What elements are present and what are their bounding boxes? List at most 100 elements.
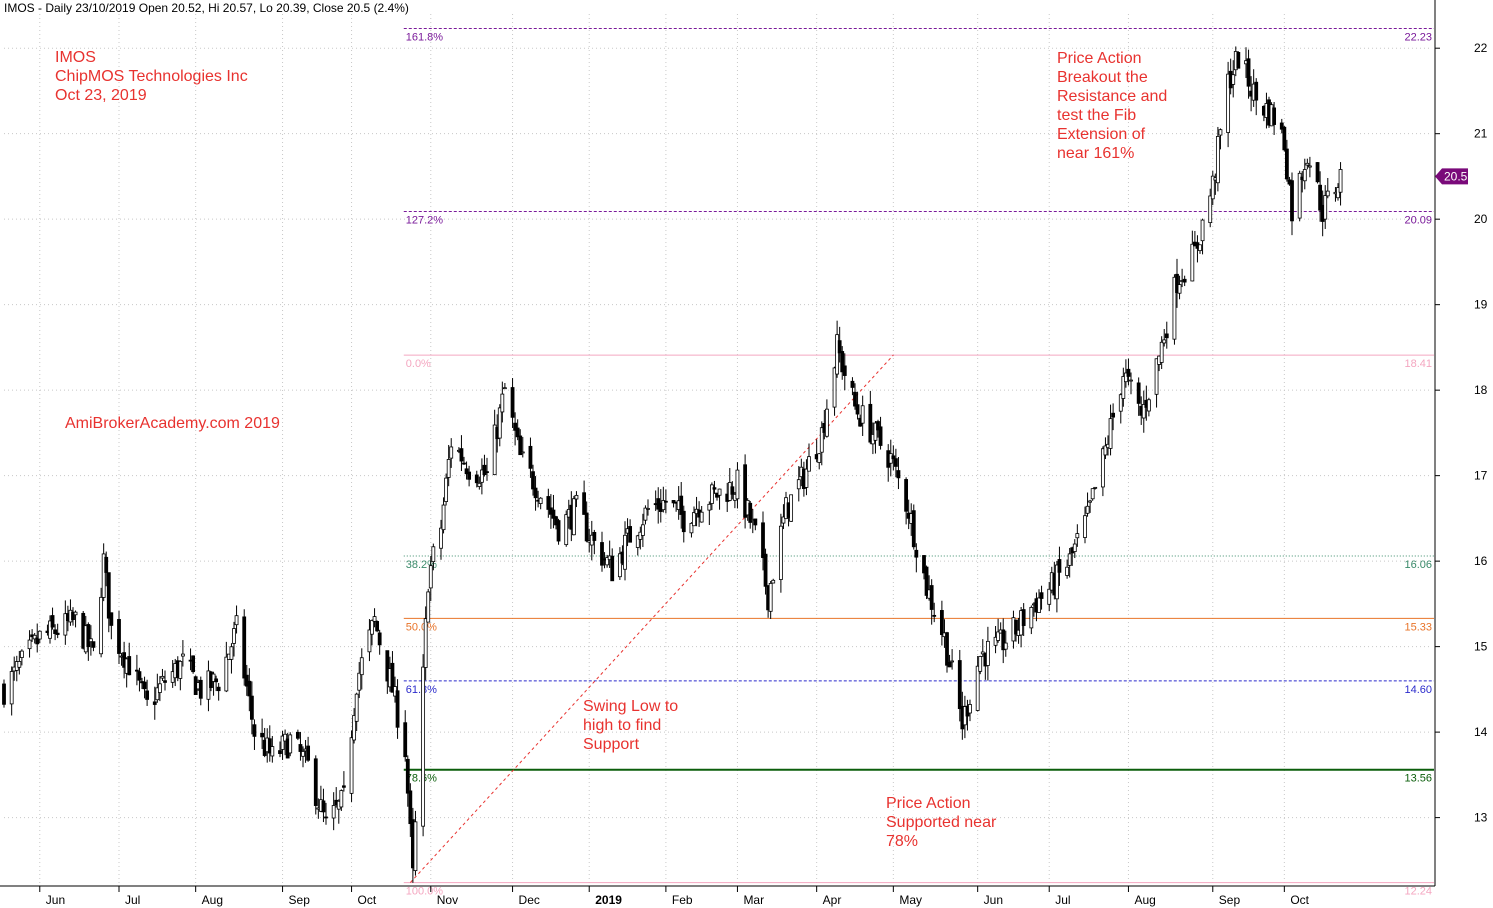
candle-body <box>1279 122 1284 130</box>
fib-price: 14.60 <box>1404 684 1432 696</box>
x-tick-label: Sep <box>1219 893 1241 907</box>
candle-body <box>1103 445 1108 456</box>
candle-body <box>73 611 78 616</box>
candle-body <box>850 380 855 388</box>
y-tick-label: 13 <box>1474 811 1488 825</box>
candle-body <box>929 585 934 610</box>
candle-body <box>1231 74 1236 85</box>
candle-body <box>689 522 694 534</box>
candle-body <box>574 494 579 500</box>
candle-body <box>546 496 551 510</box>
candle-body <box>367 629 372 653</box>
candle-body <box>712 487 717 490</box>
candle-body <box>978 656 983 672</box>
candle-body <box>474 474 479 484</box>
x-tick-label: Feb <box>672 893 693 907</box>
price-tag <box>1435 168 1468 185</box>
candle-body <box>584 512 589 542</box>
fib-label: 50.0% <box>406 621 437 633</box>
candle-body <box>924 566 929 596</box>
x-tick-label: Jun <box>46 893 65 907</box>
candle-body <box>163 680 167 683</box>
candle-body <box>267 738 272 754</box>
candle-body <box>1338 169 1343 193</box>
candle-body <box>661 500 666 511</box>
candle-body <box>99 596 104 655</box>
candle-body <box>1302 169 1307 182</box>
y-tick-label: 22 <box>1474 41 1488 55</box>
candle-body <box>1198 244 1202 252</box>
candle-body <box>298 744 303 752</box>
candle-body <box>37 630 42 640</box>
supported-annotation: Price Action Supported near 78% <box>886 795 997 850</box>
candle-body <box>510 387 515 418</box>
candle-body <box>1154 358 1159 395</box>
candle-body <box>699 511 704 523</box>
candle-body <box>975 665 980 711</box>
candle-body <box>873 422 878 441</box>
candle-body <box>479 469 484 483</box>
candle-body <box>707 503 712 511</box>
candle-body <box>980 651 985 655</box>
candle-body <box>48 620 52 639</box>
candle-body <box>878 426 883 446</box>
candle-body <box>444 477 449 502</box>
fib-label: 161.8% <box>406 32 444 44</box>
candle-body <box>1272 107 1277 125</box>
candle-body <box>1305 162 1310 166</box>
candle-body <box>439 527 443 549</box>
candle-body <box>63 613 68 636</box>
candle-body <box>301 751 305 757</box>
candle-body <box>482 464 487 476</box>
candle-body <box>842 365 847 376</box>
x-tick-label: Jul <box>1055 893 1070 907</box>
candle-body <box>768 583 773 612</box>
candle-body <box>1108 418 1113 449</box>
candle-body <box>377 632 382 646</box>
candle-body <box>819 427 824 453</box>
candle-body <box>1323 195 1328 220</box>
fib-price: 15.33 <box>1404 621 1432 633</box>
candle-body <box>354 693 359 722</box>
candle-body <box>531 471 535 490</box>
candle-body <box>431 546 436 563</box>
candle-body <box>1047 588 1052 605</box>
candle-body <box>53 629 58 634</box>
candle-body <box>1315 162 1320 183</box>
y-tick-label: 17 <box>1474 469 1488 483</box>
candle-body <box>855 404 860 415</box>
x-tick-label: May <box>899 893 922 907</box>
fib-price: 22.23 <box>1404 32 1432 44</box>
candle-body <box>385 650 390 682</box>
candle-body <box>671 500 676 504</box>
x-tick-label: 2019 <box>595 893 622 907</box>
x-tick-label: Jun <box>984 893 1003 907</box>
candle-body <box>372 616 377 622</box>
candle-body <box>993 636 998 646</box>
candle-body <box>922 555 926 574</box>
candle-body <box>679 495 684 515</box>
candle-body <box>860 405 865 424</box>
candle-body <box>464 468 469 475</box>
candle-body <box>617 553 622 578</box>
candle-body <box>1085 505 1090 514</box>
fib-price: 13.56 <box>1404 773 1432 785</box>
candle-body <box>306 745 311 761</box>
candle-body <box>423 618 428 668</box>
candle-body <box>1090 488 1095 500</box>
candle-body <box>229 646 234 660</box>
candle-body <box>893 458 898 467</box>
candle-body <box>117 619 121 654</box>
candle-body <box>1014 619 1018 635</box>
y-tick-label: 20 <box>1474 212 1488 226</box>
candle-body <box>1284 148 1289 180</box>
candle-body <box>681 510 686 533</box>
candle-body <box>288 734 293 754</box>
candle-body <box>1136 382 1141 404</box>
candle-body <box>91 641 96 648</box>
candle-body <box>234 615 239 626</box>
candle-body <box>137 671 142 681</box>
candle-body <box>763 553 768 587</box>
candle-body <box>1200 219 1205 242</box>
